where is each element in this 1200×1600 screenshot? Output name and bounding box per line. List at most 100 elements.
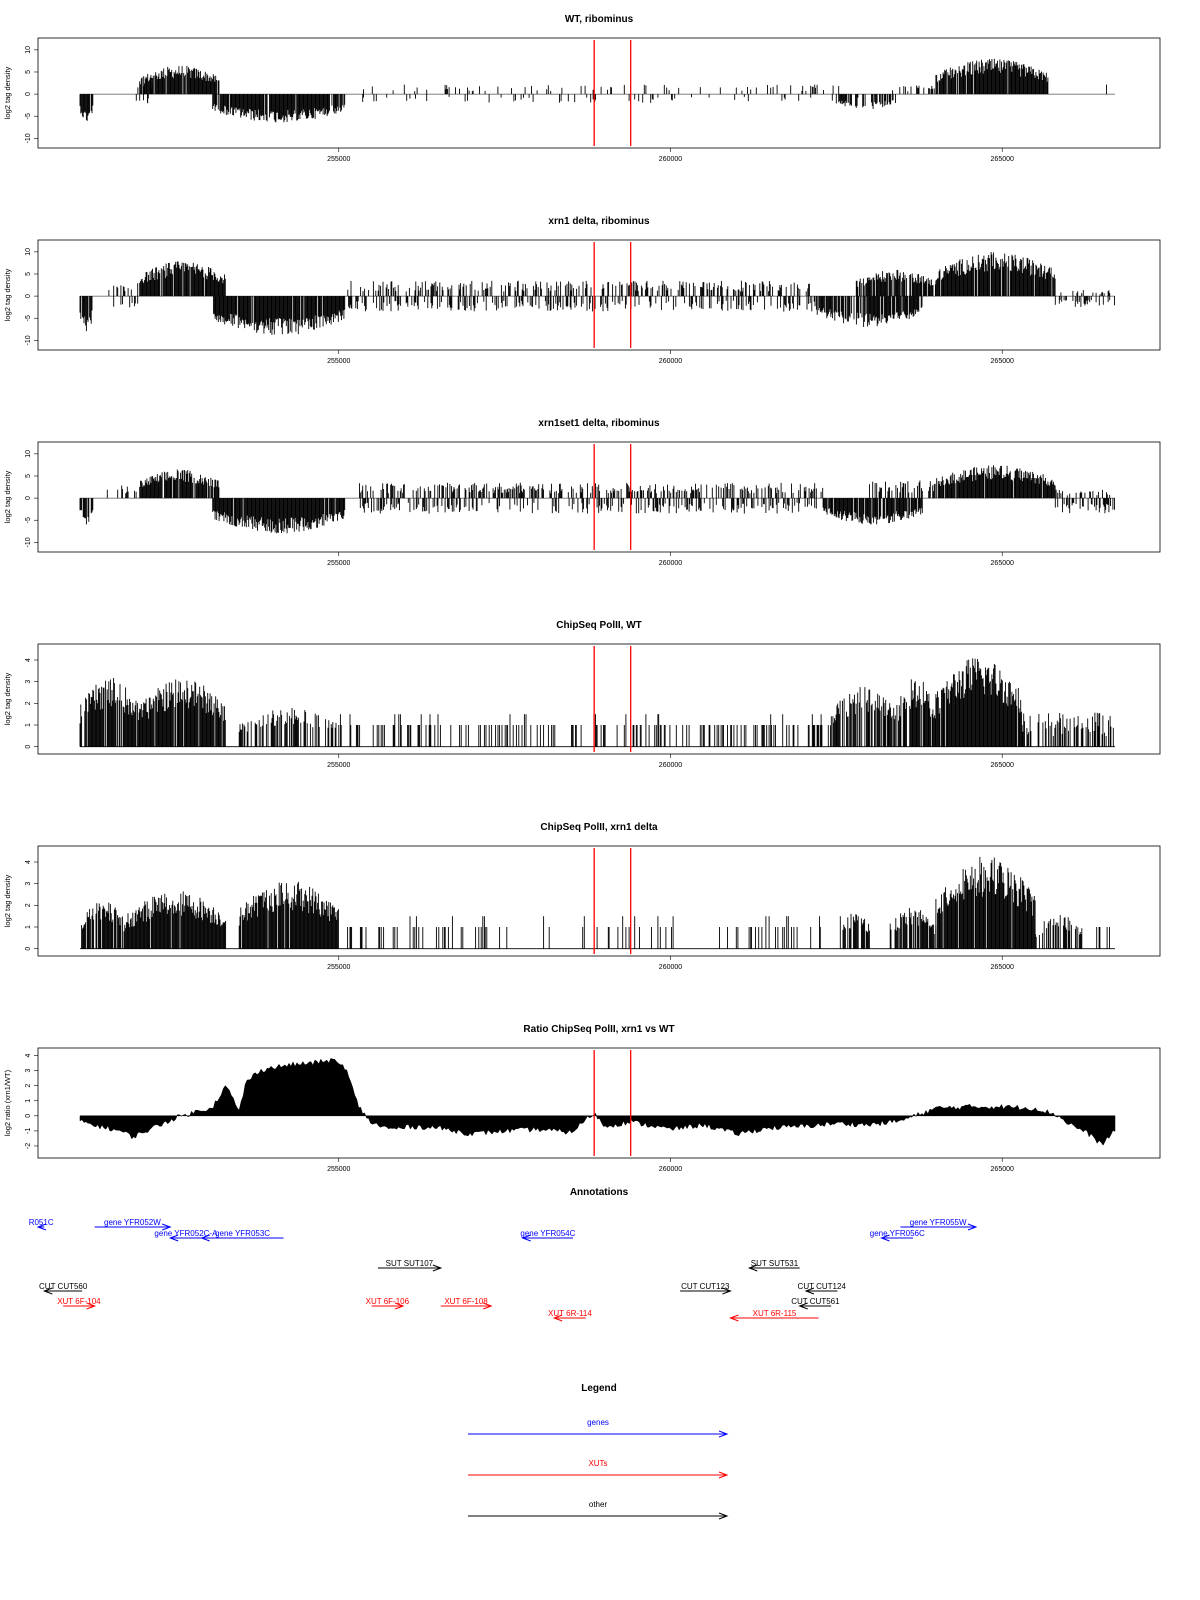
x-tick-label: 265000 (991, 1166, 1014, 1173)
chart-title: ChipSeq PolII, WT (556, 620, 642, 631)
annotation-xut: XUT 6F-106 (366, 1297, 410, 1310)
data-bars (79, 58, 1107, 123)
annotation-label: gene YFR052W (104, 1218, 161, 1227)
annotations-title: Annotations (570, 1187, 629, 1198)
arrowhead-icon (86, 1302, 97, 1310)
legend: genes XUTs other (468, 1418, 729, 1520)
x-tick-label: 265000 (991, 156, 1014, 163)
y-axis-label: log2 tag density (3, 268, 12, 321)
y-tick-label: 0 (25, 92, 32, 96)
annotation-gene: R051C (29, 1218, 54, 1231)
y-tick-label: 5 (25, 474, 32, 478)
y-axis-label: log2 tag density (3, 66, 12, 119)
y-tick-label: 1 (25, 723, 32, 727)
y-tick-label: -10 (25, 133, 32, 143)
chart-title: ChipSeq PolII, xrn1 delta (540, 822, 658, 833)
x-tick-label: 255000 (327, 964, 350, 971)
annotation-label: XUT 6F-108 (444, 1297, 488, 1306)
arrowhead-icon (200, 1234, 210, 1242)
chart-panel-3: xrn1set1 delta, ribominus -10 -5 0 5 10 log2 t… (3, 418, 1161, 567)
arrowhead-icon (394, 1302, 405, 1310)
x-tick-label: 265000 (991, 560, 1014, 567)
arrowhead-icon (747, 1264, 758, 1272)
data-bars (79, 1058, 1116, 1146)
annotation-xut: XUT 6R-114 (548, 1309, 592, 1322)
arrowhead-icon (729, 1314, 739, 1322)
y-tick-label: -5 (25, 517, 32, 523)
annotation-label: SUT SUT107 (386, 1259, 434, 1268)
legend-label: other (589, 1500, 608, 1509)
plot-frame (37, 441, 1161, 553)
y-tick-label: 3 (25, 680, 32, 684)
annotation-other: SUT SUT107 (377, 1259, 443, 1272)
annotation-gene: gene YFR054C (520, 1229, 576, 1242)
y-axis-label: log2 tag density (3, 470, 12, 523)
y-tick-label: 5 (25, 272, 32, 276)
y-tick-label: -10 (25, 335, 32, 345)
arrowhead-icon (521, 1234, 531, 1242)
plot-frame (37, 37, 1161, 149)
x-tick-label: 260000 (659, 156, 682, 163)
arrowhead-icon (967, 1223, 978, 1231)
y-tick-label: -2 (25, 1143, 32, 1149)
arrowhead-icon (804, 1287, 815, 1295)
annotation-gene: gene YFR052C-A (154, 1229, 218, 1242)
x-tick-label: 255000 (327, 762, 350, 769)
annotation-other: CUT CUT561 (791, 1297, 840, 1310)
data-bars (79, 658, 1114, 747)
arrowhead-icon (432, 1264, 443, 1272)
annotation-label: gene YFR052C-A (154, 1229, 218, 1238)
y-axis-label: log2 tag density (3, 672, 12, 725)
y-tick-label: 10 (25, 450, 32, 458)
y-tick-label: 10 (25, 46, 32, 54)
ratio-area (79, 1058, 1116, 1146)
plot-frame (37, 845, 1161, 957)
y-tick-label: 0 (25, 1114, 32, 1118)
x-tick-label: 260000 (659, 358, 682, 365)
y-tick-label: 1 (25, 925, 32, 929)
arrowhead-icon (722, 1287, 732, 1295)
y-tick-label: 0 (25, 496, 32, 500)
annotation-gene: gene YFR056C (870, 1229, 925, 1242)
y-tick-label: -10 (25, 537, 32, 547)
annotation-gene: gene YFR055W (900, 1218, 978, 1231)
annotation-label: CUT CUT560 (39, 1282, 88, 1291)
annotation-xut: XUT 6F-104 (57, 1297, 101, 1310)
annotation-label: R051C (29, 1218, 54, 1227)
annotation-label: gene YFR055W (910, 1218, 967, 1227)
y-tick-label: 0 (25, 745, 32, 749)
y-tick-label: 0 (25, 294, 32, 298)
y-tick-label: 4 (25, 1053, 32, 1057)
annotation-label: gene YFR053C (215, 1229, 270, 1238)
arrowhead-icon (42, 1287, 53, 1295)
y-tick-label: 2 (25, 1084, 32, 1088)
annotation-label: CUT CUT124 (798, 1282, 847, 1291)
x-tick-label: 255000 (327, 358, 350, 365)
plot-frame (37, 1047, 1161, 1159)
chart-title: xrn1set1 delta, ribominus (538, 418, 660, 429)
arrowhead-icon (798, 1302, 808, 1310)
y-tick-label: 1 (25, 1099, 32, 1103)
y-axis-label: log2 ratio (xrn1/WT) (3, 1069, 12, 1136)
annotation-label: XUT 6R-115 (753, 1309, 797, 1318)
y-tick-label: 2 (25, 903, 32, 907)
data-bars (81, 856, 1110, 949)
chart-panel-2: xrn1 delta, ribominus -10 -5 0 5 10 log2 tag d… (3, 216, 1161, 365)
arrowhead-icon (718, 1512, 729, 1520)
y-tick-label: 4 (25, 658, 32, 662)
x-tick-label: 260000 (659, 1166, 682, 1173)
y-tick-label: 2 (25, 701, 32, 705)
legend-item-other: other (468, 1500, 729, 1520)
y-tick-label: 4 (25, 860, 32, 864)
y-tick-label: 10 (25, 248, 32, 256)
arrowhead-icon (483, 1302, 493, 1310)
y-tick-label: 3 (25, 1069, 32, 1073)
legend-label: genes (587, 1418, 609, 1427)
arrowhead-icon (168, 1234, 179, 1242)
y-tick-label: 5 (25, 70, 32, 74)
data-bars (79, 465, 1115, 534)
annotation-other: SUT SUT531 (747, 1259, 800, 1272)
annotation-other: CUT CUT123 (680, 1282, 732, 1295)
